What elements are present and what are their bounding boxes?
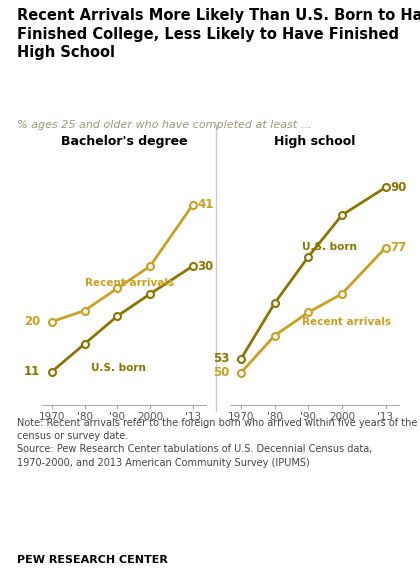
Text: 41: 41 <box>197 198 214 212</box>
Text: % ages 25 and older who have completed at least ...: % ages 25 and older who have completed a… <box>17 120 311 130</box>
Text: U.S. born: U.S. born <box>91 364 146 373</box>
Text: PEW RESEARCH CENTER: PEW RESEARCH CENTER <box>17 555 168 565</box>
Text: Bachelor's degree: Bachelor's degree <box>60 135 187 148</box>
Text: High school: High school <box>274 135 356 148</box>
Text: Recent Arrivals More Likely Than U.S. Born to Have
Finished College, Less Likely: Recent Arrivals More Likely Than U.S. Bo… <box>17 8 420 60</box>
Text: 30: 30 <box>197 260 214 272</box>
Text: Recent arrivals: Recent arrivals <box>84 278 174 288</box>
Text: 53: 53 <box>213 352 229 365</box>
Text: 11: 11 <box>24 365 40 378</box>
Text: 50: 50 <box>213 366 229 379</box>
Text: Recent arrivals: Recent arrivals <box>302 317 391 327</box>
Text: U.S. born: U.S. born <box>302 242 357 252</box>
Text: 77: 77 <box>391 241 407 254</box>
Text: 90: 90 <box>391 181 407 194</box>
Text: Note: Recent arrivals refer to the foreign born who arrived within five years of: Note: Recent arrivals refer to the forei… <box>17 418 417 467</box>
Text: 20: 20 <box>24 315 40 328</box>
